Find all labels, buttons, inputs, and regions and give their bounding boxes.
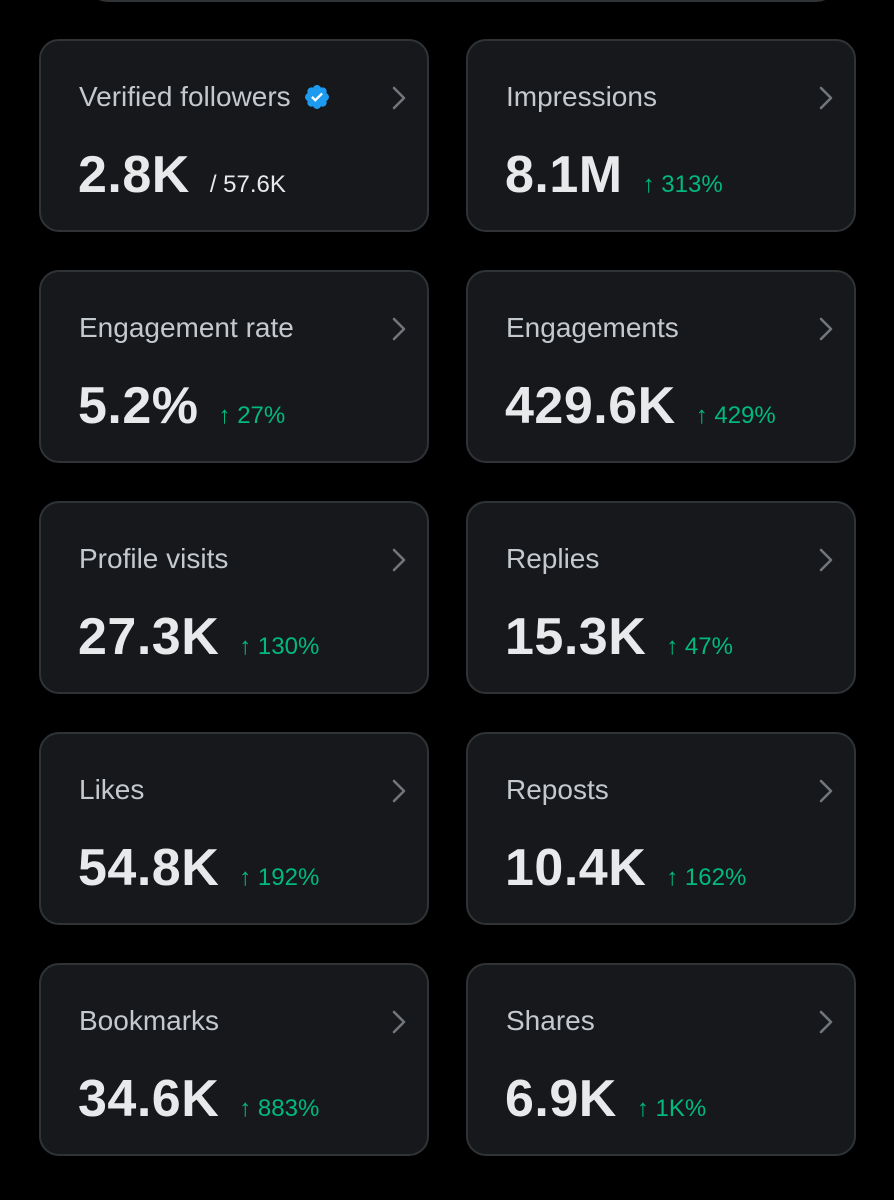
metric-value: 54.8K (78, 839, 220, 897)
metric-value-row: 54.8K ↑ 192% (78, 838, 319, 898)
chevron-right-icon (392, 548, 406, 572)
metric-title: Verified followers (79, 81, 331, 113)
metric-total: / 57.6K (209, 171, 286, 198)
metric-value-row: 429.6K ↑ 429% (505, 376, 776, 436)
metric-value-row: 15.3K ↑ 47% (505, 607, 733, 667)
chevron-right-icon (819, 779, 833, 803)
metric-card-impressions[interactable]: Impressions 8.1M ↑ 313% (466, 39, 856, 232)
metric-title: Profile visits (79, 543, 228, 575)
metric-value-row: 2.8K / 57.6K (78, 145, 286, 205)
metric-value: 2.8K (78, 146, 190, 204)
chevron-right-icon (819, 317, 833, 341)
metric-value: 8.1M (505, 146, 623, 204)
metric-value: 10.4K (505, 839, 647, 897)
chevron-right-icon (819, 548, 833, 572)
metric-title-text: Engagements (506, 312, 679, 343)
metric-value: 6.9K (505, 1070, 617, 1128)
chevron-right-icon (392, 317, 406, 341)
metric-title: Shares (506, 1005, 595, 1037)
metric-card-reposts[interactable]: Reposts 10.4K ↑ 162% (466, 732, 856, 925)
metrics-grid: Verified followers 2.8K / 57.6K Impressi… (39, 39, 856, 1156)
metric-change: ↑ 192% (239, 864, 320, 891)
metric-title-text: Engagement rate (79, 312, 294, 343)
metric-title: Bookmarks (79, 1005, 219, 1037)
metric-change: ↑ 130% (239, 633, 320, 660)
metric-value-row: 27.3K ↑ 130% (78, 607, 319, 667)
metric-card-engagement-rate[interactable]: Engagement rate 5.2% ↑ 27% (39, 270, 429, 463)
chevron-right-icon (819, 1010, 833, 1034)
metric-card-verified-followers[interactable]: Verified followers 2.8K / 57.6K (39, 39, 429, 232)
metric-value-row: 34.6K ↑ 883% (78, 1069, 319, 1129)
metric-value-row: 6.9K ↑ 1K% (505, 1069, 706, 1129)
metric-card-replies[interactable]: Replies 15.3K ↑ 47% (466, 501, 856, 694)
metric-change: ↑ 429% (695, 402, 776, 429)
metric-value: 27.3K (78, 608, 220, 666)
metric-value-row: 5.2% ↑ 27% (78, 376, 285, 436)
metric-title: Likes (79, 774, 144, 806)
metric-card-shares[interactable]: Shares 6.9K ↑ 1K% (466, 963, 856, 1156)
metric-value: 15.3K (505, 608, 647, 666)
metric-title: Engagements (506, 312, 679, 344)
metric-title-text: Reposts (506, 774, 609, 805)
chevron-right-icon (392, 1010, 406, 1034)
metric-change: ↑ 162% (666, 864, 747, 891)
metric-title-text: Verified followers (79, 81, 291, 112)
metric-card-engagements[interactable]: Engagements 429.6K ↑ 429% (466, 270, 856, 463)
metric-card-likes[interactable]: Likes 54.8K ↑ 192% (39, 732, 429, 925)
metric-card-bookmarks[interactable]: Bookmarks 34.6K ↑ 883% (39, 963, 429, 1156)
chevron-right-icon (392, 779, 406, 803)
metric-title: Impressions (506, 81, 657, 113)
metric-value-row: 8.1M ↑ 313% (505, 145, 723, 205)
metric-title: Reposts (506, 774, 609, 806)
metric-title: Engagement rate (79, 312, 294, 344)
metric-title-text: Bookmarks (79, 1005, 220, 1036)
chevron-right-icon (819, 86, 833, 110)
metric-value: 429.6K (505, 377, 676, 435)
verified-badge-icon (304, 85, 329, 109)
metric-title: Replies (506, 543, 599, 575)
metric-change: ↑ 27% (218, 402, 286, 429)
metric-title-text: Impressions (506, 81, 657, 112)
metric-value-row: 10.4K ↑ 162% (505, 838, 746, 898)
metric-value: 34.6K (78, 1070, 220, 1128)
metric-title-text: Profile visits (79, 543, 229, 574)
metric-value: 5.2% (78, 377, 199, 435)
metric-title-text: Likes (79, 774, 145, 805)
previous-card-edge (86, 0, 838, 2)
metric-title-text: Replies (506, 543, 600, 574)
metric-title-text: Shares (506, 1005, 595, 1036)
metric-card-profile-visits[interactable]: Profile visits 27.3K ↑ 130% (39, 501, 429, 694)
metric-change: ↑ 47% (666, 633, 733, 660)
metric-change: ↑ 1K% (636, 1095, 707, 1122)
chevron-right-icon (392, 86, 406, 110)
metric-change: ↑ 883% (239, 1095, 320, 1122)
metric-change: ↑ 313% (642, 171, 723, 198)
